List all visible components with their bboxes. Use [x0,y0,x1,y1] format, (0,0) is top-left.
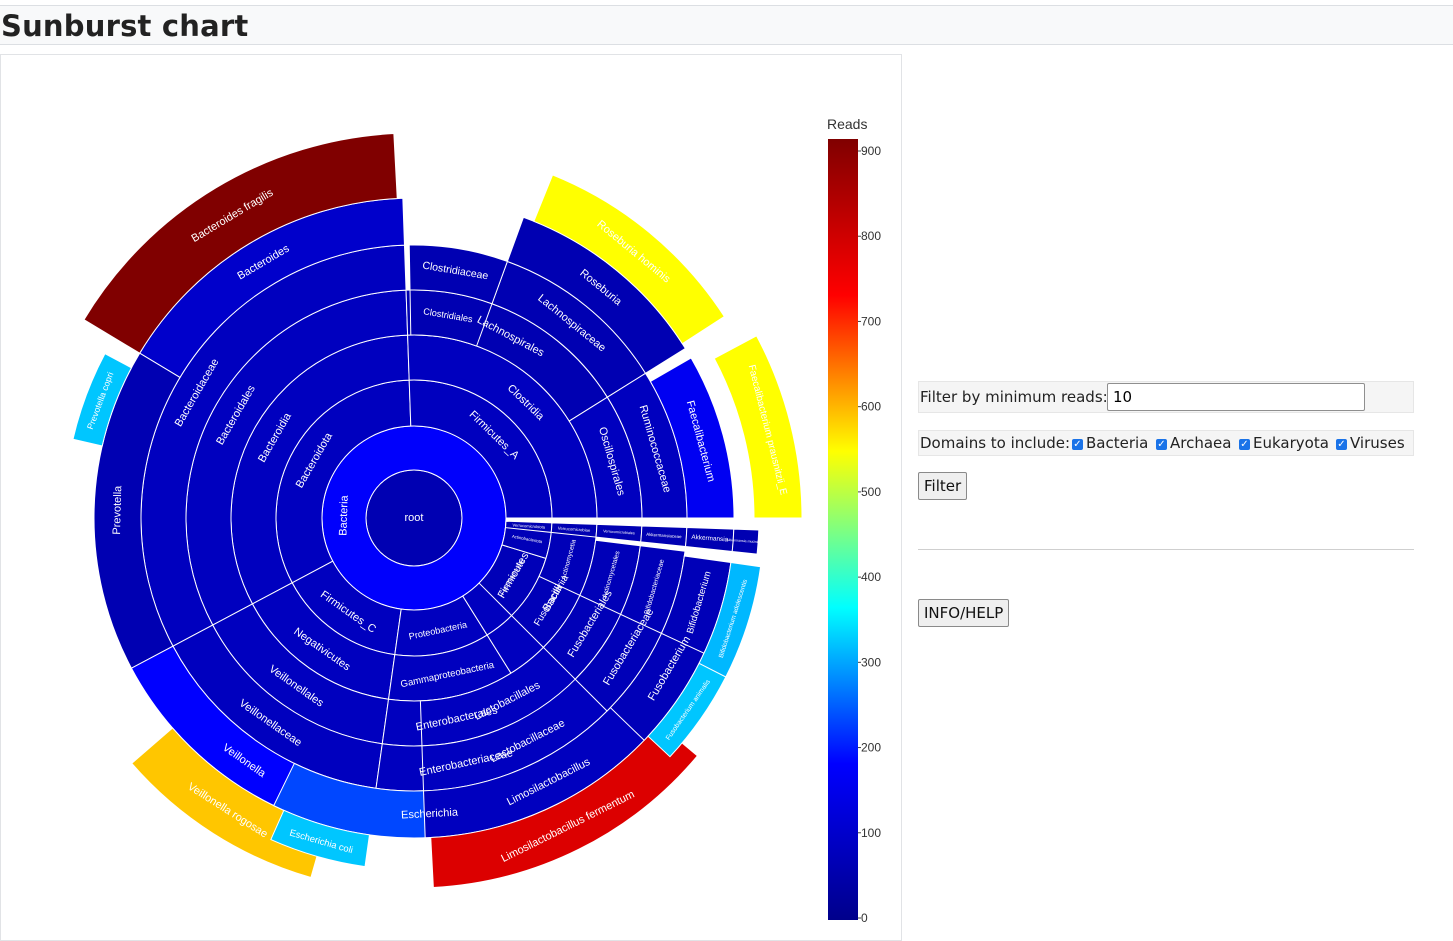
check-icon: ✓ [1072,439,1083,450]
filter-button[interactable]: Filter [918,472,968,500]
wedge-label-root: root [405,512,424,524]
wedge-faecalibacterium-prausnitzii-e[interactable] [713,335,803,519]
wedge-label-prevotella: Prevotella [111,485,124,535]
checkbox-eukaryota-label: Eukaryota [1253,434,1329,452]
colorbar-tick-label: 800 [861,229,881,243]
sunburst-chart: rootBacteriaBacteroidotaBacteroidiaBacte… [72,116,881,925]
colorbar: Reads 0 100 200 300 400 500 600 700 800 900 [827,116,881,925]
info-help-button[interactable]: INFO/HELP [918,599,1010,627]
page-header: Sunburst chart [0,5,1453,45]
colorbar-tick-label: 600 [861,400,881,414]
page-title: Sunburst chart [1,9,249,43]
checkbox-archaea[interactable]: ✓ Archaea [1156,434,1231,452]
checkbox-viruses[interactable]: ✓ Viruses [1336,434,1405,452]
wedge-bifidobacterium-adolescentis[interactable] [698,561,762,678]
colorbar-gradient [828,139,858,920]
check-icon: ✓ [1239,439,1250,450]
min-reads-row: Filter by minimum reads: [918,381,1414,413]
wedge-roseburia-hominis[interactable] [533,174,725,345]
colorbar-tick-label: 400 [861,570,881,584]
colorbar-title: Reads [827,116,867,132]
wedge-label-actinobacteriota: Actinobacteriota [512,534,544,545]
sunburst-wedges [72,133,803,889]
wedge-label-akkermansia-muciniphila: Akkermansia muciniphila [726,538,765,545]
wedge-prevotella-copri[interactable] [72,353,133,447]
wedge-label-bacteria: Bacteria [337,494,350,536]
wedge-clostridiaceae[interactable] [408,244,509,305]
wedge-akkermansia-muciniphila[interactable] [731,528,760,555]
chart-panel: root Bacteria Bacteroidota Bacteroidia Bacte… [0,54,902,941]
wedge-faecalibacterium[interactable] [649,357,735,519]
colorbar-tick-label: 500 [861,485,881,499]
checkbox-eukaryota[interactable]: ✓ Eukaryota [1239,434,1329,452]
checkbox-viruses-label: Viruses [1350,434,1405,452]
wedge-escherichia-coli[interactable] [270,809,371,868]
wedge-bacteroides-fragilis[interactable] [83,133,398,354]
colorbar-tick-label: 100 [861,826,881,840]
colorbar-tick-label: 700 [861,314,881,328]
wedge-label-verrucomicrobiales: Verrucomicrobiales [603,529,635,535]
colorbar-tick-label: 200 [861,741,881,755]
wedge-label-akkermansia: Akkermansia [691,534,729,544]
checkbox-bacteria-label: Bacteria [1086,434,1149,452]
checkbox-bacteria[interactable]: ✓ Bacteria [1072,434,1148,452]
domains-row: Domains to include: ✓ Bacteria ✓ Archaea ✓… [918,430,1414,456]
colorbar-tick-label: 300 [861,655,881,669]
wedge-label-akkermansiaceae: Akkermansiaceae [646,532,682,539]
wedge-label-verrucomicrobiota: Verrucomicrobiota [512,522,546,529]
wedge-label-escherichia: Escherichia [401,807,459,822]
colorbar-tick-label: 900 [861,144,881,158]
divider [918,549,1414,550]
wedge-label-verrucomicrobiae: Verrucomicrobiae [558,526,591,533]
check-icon: ✓ [1156,439,1167,450]
min-reads-input[interactable] [1107,383,1365,411]
checkbox-archaea-label: Archaea [1170,434,1232,452]
colorbar-tick-label: 0 [861,911,868,925]
check-icon: ✓ [1336,439,1347,450]
domains-label: Domains to include: [920,434,1071,452]
min-reads-label: Filter by minimum reads: [920,388,1108,406]
